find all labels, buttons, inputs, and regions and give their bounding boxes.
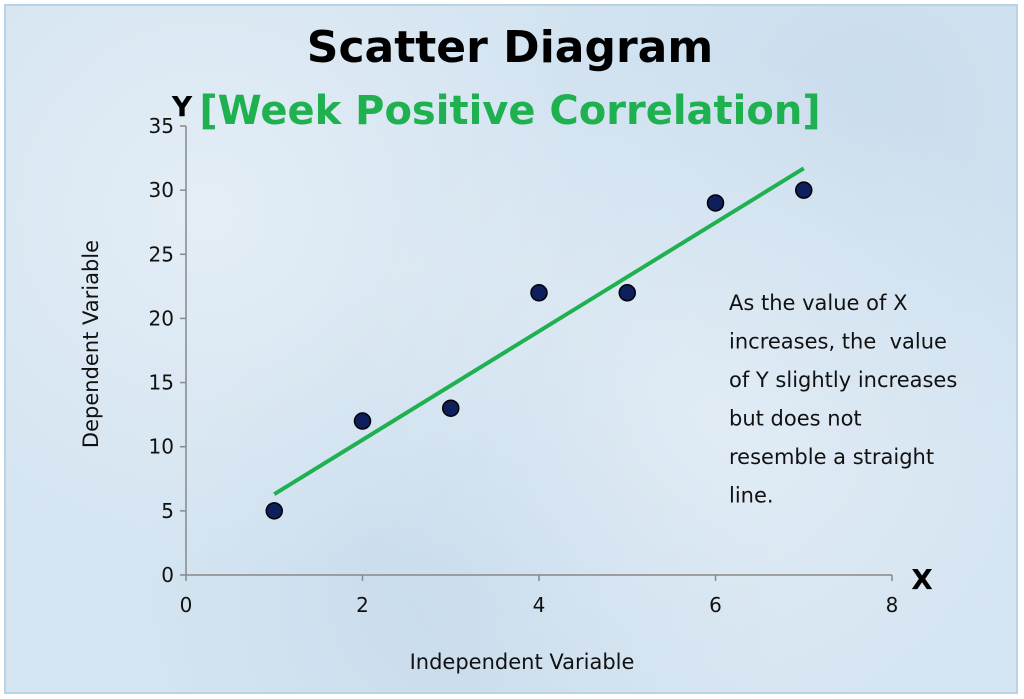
x-tick-label: 8: [886, 593, 899, 617]
y-tick-label: 0: [161, 563, 174, 587]
x-tick-group: 0 2 4 6 8: [180, 575, 899, 617]
data-points: [265, 181, 813, 520]
x-axis-title: Independent Variable: [410, 650, 635, 674]
data-point: [530, 284, 548, 302]
x-tick-label: 0: [180, 593, 193, 617]
trend-line: [273, 166, 805, 496]
chart-slide: Scatter Diagram [Week Positive Correlati…: [4, 4, 1018, 694]
annotation-line: As the value of X: [729, 291, 907, 315]
chart-subtitle: [Week Positive Correlation]: [199, 88, 820, 134]
annotation-line: of Y slightly increases: [729, 368, 957, 392]
y-axis-title: Dependent Variable: [79, 240, 103, 448]
y-tick-label: 35: [149, 114, 174, 138]
x-axis-letter: X: [911, 563, 933, 596]
x-tick-label: 6: [709, 593, 722, 617]
scatter-chart: Scatter Diagram [Week Positive Correlati…: [79, 22, 957, 674]
data-point: [618, 284, 636, 302]
annotation-line: but does not: [729, 407, 862, 431]
y-tick-label: 20: [149, 306, 174, 330]
y-tick-group: 0 5 10 15 20 25 30 35: [149, 114, 186, 587]
y-tick-label: 30: [149, 178, 174, 202]
annotation-line: increases, the value: [729, 330, 947, 354]
data-point: [795, 181, 813, 199]
data-point: [265, 502, 283, 520]
annotation-text: As the value of X increases, the value of …: [729, 291, 957, 508]
x-tick-label: 4: [533, 593, 546, 617]
data-point: [353, 412, 372, 430]
y-axis-letter: Y: [171, 90, 193, 123]
chart-title: Scatter Diagram: [307, 22, 713, 73]
y-tick-label: 10: [149, 435, 174, 459]
annotation-line: line.: [729, 484, 774, 508]
data-point: [442, 399, 460, 417]
annotation-line: resemble a straight: [729, 445, 934, 469]
y-tick-label: 15: [149, 371, 174, 395]
data-point: [706, 194, 725, 212]
y-tick-label: 25: [149, 242, 174, 266]
y-tick-label: 5: [161, 499, 174, 523]
x-tick-label: 2: [356, 593, 369, 617]
